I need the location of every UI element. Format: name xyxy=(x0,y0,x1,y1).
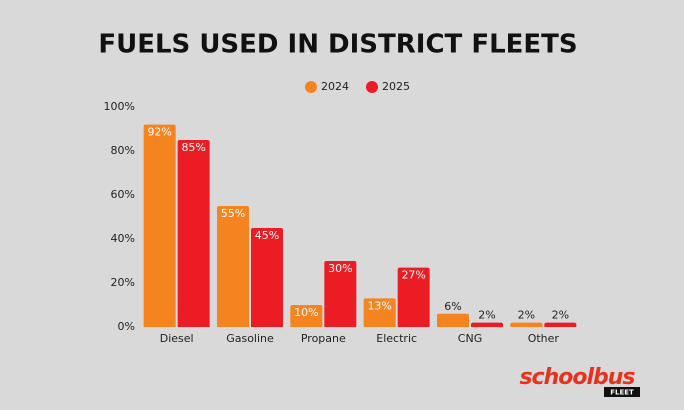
legend-swatch xyxy=(366,81,378,93)
bar xyxy=(437,313,469,327)
bar xyxy=(290,305,323,327)
value-label: 85% xyxy=(181,141,205,154)
x-tick-label: Electric xyxy=(376,332,417,345)
bar xyxy=(143,124,176,327)
value-label: 13% xyxy=(367,299,391,312)
y-tick-label: 0% xyxy=(118,320,135,333)
legend-swatch xyxy=(305,81,317,93)
value-label: 10% xyxy=(294,306,318,319)
value-label: 30% xyxy=(328,262,352,275)
logo-box xyxy=(604,387,640,397)
value-label: 6% xyxy=(444,300,461,313)
value-label: 55% xyxy=(221,207,245,220)
x-tick-label: Gasoline xyxy=(226,332,274,345)
chart-title: FUELS USED IN DISTRICT FLEETS xyxy=(98,30,577,60)
y-tick-label: 80% xyxy=(111,144,135,157)
logo-sub: FLEET xyxy=(610,389,634,397)
x-tick-label: Propane xyxy=(301,332,346,345)
bar xyxy=(544,322,577,327)
logo: schoolbus FLEET xyxy=(519,365,640,397)
bar xyxy=(177,140,210,327)
x-tick-label: Other xyxy=(528,332,560,345)
value-label: 2% xyxy=(552,309,569,322)
bar xyxy=(510,322,543,327)
y-tick-label: 100% xyxy=(104,100,135,113)
bar xyxy=(217,206,249,327)
value-label: 27% xyxy=(401,269,425,282)
logo-text: schoolbus xyxy=(519,365,635,390)
bar xyxy=(324,261,357,327)
bar xyxy=(471,322,503,327)
bar xyxy=(363,298,396,327)
bar xyxy=(397,267,430,327)
y-tick-label: 60% xyxy=(111,188,135,201)
legend-label: 2024 xyxy=(321,80,349,93)
value-label: 92% xyxy=(147,126,171,139)
x-tick-label: Diesel xyxy=(160,332,194,345)
y-tick-label: 20% xyxy=(111,276,135,289)
value-label: 45% xyxy=(255,229,279,242)
value-label: 2% xyxy=(478,309,495,322)
value-label: 2% xyxy=(518,309,535,322)
bar xyxy=(251,228,283,327)
legend-label: 2025 xyxy=(382,80,410,93)
x-tick-label: CNG xyxy=(458,332,482,345)
y-tick-label: 40% xyxy=(111,232,135,245)
